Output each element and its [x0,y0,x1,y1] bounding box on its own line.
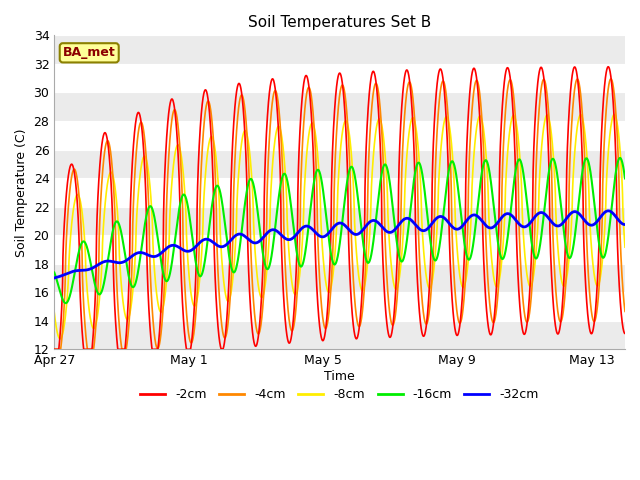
Bar [54,264,625,292]
Text: BA_met: BA_met [63,47,116,60]
Y-axis label: Soil Temperature (C): Soil Temperature (C) [15,128,28,257]
Bar [54,93,625,121]
Bar [54,206,625,235]
Bar [54,321,625,349]
X-axis label: Time: Time [324,370,355,383]
Title: Soil Temperatures Set B: Soil Temperatures Set B [248,15,431,30]
Bar [54,36,625,64]
Bar [54,149,625,178]
Legend: -2cm, -4cm, -8cm, -16cm, -32cm: -2cm, -4cm, -8cm, -16cm, -32cm [136,383,544,406]
